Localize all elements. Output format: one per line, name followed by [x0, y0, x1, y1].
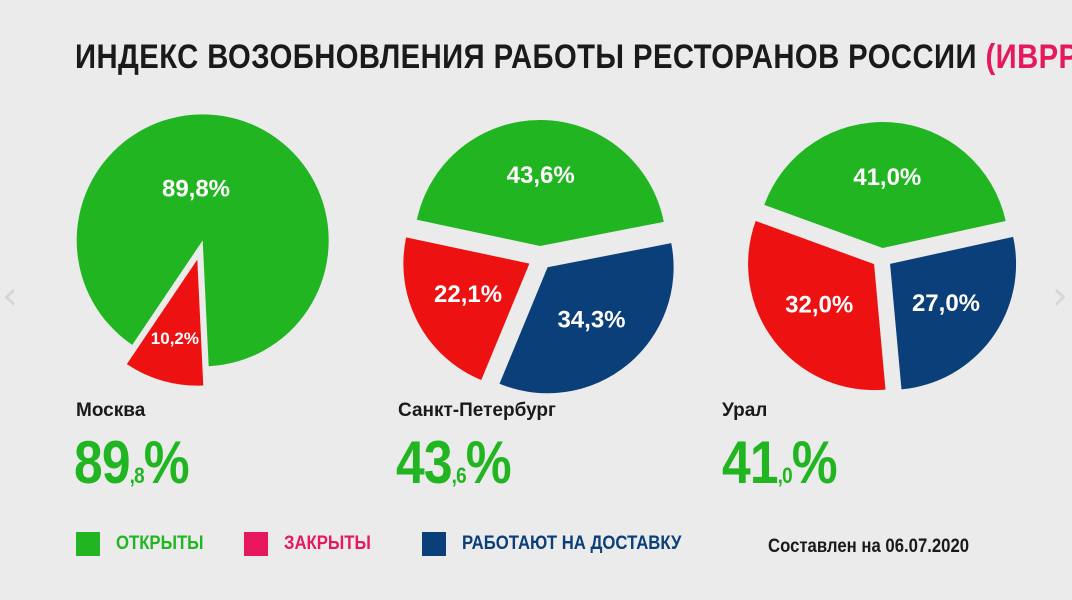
- headline-value-moscow: 89,8%: [74, 428, 190, 497]
- city-label-spb: Санкт-Петербург: [398, 400, 556, 421]
- slice-label-delivery: 34,3%: [557, 306, 625, 333]
- headline-dec: ,0: [777, 463, 793, 488]
- legend-swatch-delivery: [422, 532, 446, 556]
- city-label-ural: Урал: [722, 400, 768, 421]
- legend-swatch-closed: [244, 532, 268, 556]
- pie-slice-open: [764, 122, 1006, 249]
- headline-int: 43: [396, 429, 453, 496]
- headline-dec: ,6: [451, 463, 467, 488]
- legend-item-delivery: РАБОТАЮТ НА ДОСТАВКУ: [422, 532, 711, 556]
- headline-int: 89: [74, 429, 131, 496]
- pie-slice-delivery: [890, 236, 1017, 390]
- slice-label-delivery: 27,0%: [912, 290, 980, 317]
- pie-slice-open: [416, 120, 664, 247]
- headline-unit: %: [143, 429, 190, 496]
- slice-label-open: 41,0%: [853, 164, 921, 191]
- legend-label-open: ОТКРЫТЫ: [116, 533, 204, 554]
- chevron-left-icon[interactable]: ‹: [2, 273, 18, 319]
- legend-label-closed: ЗАКРЫТЫ: [284, 533, 371, 554]
- slice-label-open: 43,6%: [507, 162, 575, 189]
- legend-item-open: ОТКРЫТЫ: [76, 532, 215, 556]
- slice-label-open: 89,8%: [162, 175, 230, 202]
- pie-slice-closed: [403, 237, 530, 381]
- legend-label-delivery: РАБОТАЮТ НА ДОСТАВКУ: [462, 533, 682, 554]
- headline-dec: ,8: [129, 463, 145, 488]
- slice-label-closed: 10,2%: [151, 329, 199, 348]
- headline-unit: %: [791, 429, 838, 496]
- pie-slice-delivery: [499, 243, 674, 394]
- headline-value-spb: 43,6%: [396, 428, 512, 497]
- pie-slice-closed: [748, 221, 886, 391]
- compiled-date-note: Составлен на 06.07.2020: [768, 536, 970, 557]
- slice-label-closed: 32,0%: [785, 292, 853, 319]
- title-accent: (ИВРР): [985, 38, 1072, 76]
- pie-slice-open: [76, 114, 329, 367]
- slice-label-closed: 22,1%: [434, 281, 502, 308]
- legend-swatch-open: [76, 532, 100, 556]
- legend-item-closed: ЗАКРЫТЫ: [244, 532, 383, 556]
- headline-unit: %: [465, 429, 512, 496]
- chevron-right-icon[interactable]: ›: [1052, 273, 1068, 319]
- pie-slice-closed: [126, 259, 204, 386]
- city-label-moscow: Москва: [76, 400, 146, 421]
- title-main: ИНДЕКС ВОЗОБНОВЛЕНИЯ РАБОТЫ РЕСТОРАНОВ Р…: [75, 38, 977, 76]
- page-title: ИНДЕКС ВОЗОБНОВЛЕНИЯ РАБОТЫ РЕСТОРАНОВ Р…: [75, 38, 1072, 77]
- headline-int: 41: [722, 429, 779, 496]
- headline-value-ural: 41,0%: [722, 428, 838, 497]
